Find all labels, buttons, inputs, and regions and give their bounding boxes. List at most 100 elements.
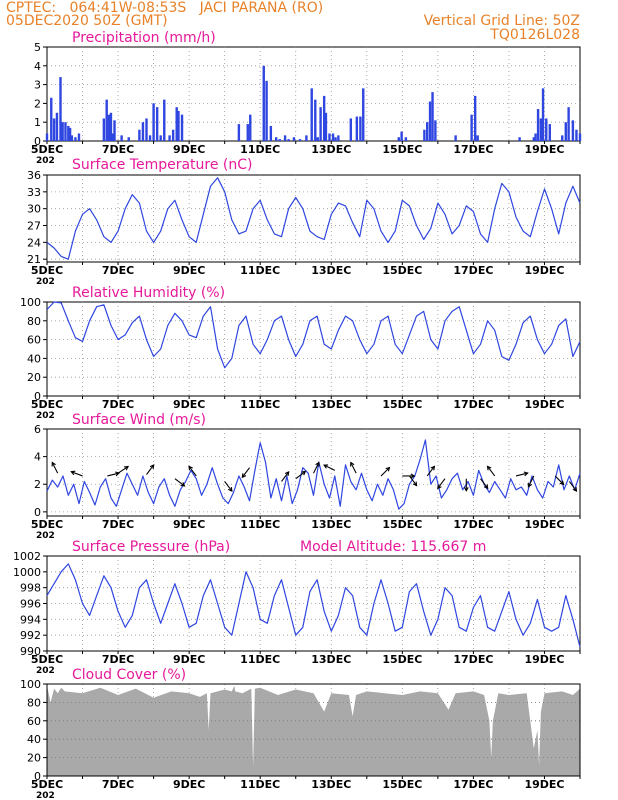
wind-arrow-head xyxy=(410,473,416,479)
wind-ytick-label: 0 xyxy=(34,506,41,519)
wind-xtick-label: 9DEC xyxy=(173,518,205,531)
precip-bar xyxy=(59,77,62,141)
wind-arrow-shaft xyxy=(188,466,197,477)
pres-ytick-label: 1000 xyxy=(13,566,41,579)
pres-title: Surface Pressure (hPa) xyxy=(72,539,230,555)
precip-bar xyxy=(426,122,429,141)
precip-bar xyxy=(111,133,114,141)
precip-bar xyxy=(359,116,362,141)
wind-frame xyxy=(46,428,581,517)
wind-arrow-head xyxy=(180,482,186,487)
temp-year-fragment: 202 xyxy=(36,277,55,287)
precip-bar xyxy=(454,135,457,141)
cloud-ytick-label: 0 xyxy=(34,770,41,783)
precip-bar xyxy=(476,135,479,141)
precip-bar xyxy=(310,88,313,141)
wind-arrow-shaft xyxy=(107,472,120,477)
pres-year-fragment: 202 xyxy=(36,666,55,676)
precip-bar xyxy=(349,118,353,141)
temp-title: Surface Temperature (nC) xyxy=(72,157,253,173)
precip-bar xyxy=(102,118,106,141)
cloud-xtick-label: 13DEC xyxy=(311,778,351,791)
precip-bar xyxy=(67,125,70,141)
precip-bar xyxy=(564,122,567,141)
wind-arrow-head xyxy=(559,480,565,486)
wind-xtick-label: 7DEC xyxy=(102,518,134,531)
wind-year-fragment: 202 xyxy=(36,531,55,541)
precip-ytick-label: 5 xyxy=(34,41,41,54)
wind-arrow-shaft xyxy=(71,471,83,477)
wind-arrow-shaft xyxy=(323,464,336,471)
precip-bar xyxy=(567,107,570,141)
pres-frame xyxy=(46,555,581,652)
wind-arrow-head xyxy=(149,464,155,469)
precip-bar xyxy=(109,112,113,141)
precip-bar xyxy=(64,122,67,141)
pres-xtick-label: 13DEC xyxy=(311,653,351,666)
wind-arrow-head xyxy=(241,473,247,479)
pres-ytick-label: 1002 xyxy=(13,550,41,563)
wind-arrow-head xyxy=(483,484,489,490)
wind-arrow-head xyxy=(463,486,469,492)
precip-bar xyxy=(331,133,335,141)
wind-arrow-head xyxy=(430,465,436,471)
precip-bar xyxy=(337,135,340,141)
header-model-id: TQ0126L028 xyxy=(490,27,580,43)
rh-xtick-label: 11DEC xyxy=(240,398,280,411)
precip-xtick-label: 17DEC xyxy=(453,143,493,156)
precip-bar xyxy=(68,127,72,141)
temp-ytick-label: 21 xyxy=(27,253,41,266)
precip-bar xyxy=(52,118,56,141)
precip-bar xyxy=(314,99,317,141)
precip-bar xyxy=(334,137,337,141)
wind-xtick-label: 17DEC xyxy=(453,518,493,531)
cloud-ytick-label: 80 xyxy=(27,696,41,709)
wind-arrow-head xyxy=(572,487,578,493)
precip-title: Precipitation (mm/h) xyxy=(72,30,216,46)
precip-xtick-label: 19DEC xyxy=(524,143,564,156)
wind-arrow-head xyxy=(527,482,533,488)
precip-bar xyxy=(152,103,155,141)
precip-bar xyxy=(571,120,575,141)
precip-xtick-label: 9DEC xyxy=(173,143,205,156)
precip-bar xyxy=(141,122,145,141)
precip-bar xyxy=(292,137,296,141)
wind-arrow-head xyxy=(301,470,307,476)
precip-bar xyxy=(431,92,434,141)
precip-bar xyxy=(265,80,268,141)
precip-bar xyxy=(168,135,171,141)
header-station: CPTEC: 064:41W-08:53S JACI PARANA (RO) xyxy=(6,0,324,16)
precip-bar xyxy=(70,135,74,141)
rh-ytick-label: 100 xyxy=(20,296,41,309)
rh-xtick-label: 15DEC xyxy=(382,398,422,411)
precip-bar xyxy=(246,124,249,141)
wind-arrow-shaft xyxy=(313,462,320,474)
temp-xtick-label: 7DEC xyxy=(102,264,134,277)
wind-arrow-shaft xyxy=(487,466,496,477)
precip-bar xyxy=(171,129,175,141)
precip-bar xyxy=(262,65,265,141)
precip-xtick-label: 11DEC xyxy=(240,143,280,156)
cloud-xtick-label: 7DEC xyxy=(102,778,134,791)
rh-xtick-label: 5DEC xyxy=(31,398,63,411)
precip-bar xyxy=(298,139,302,141)
temp-ytick-label: 36 xyxy=(27,169,41,182)
precip-bar xyxy=(532,137,536,141)
rh-xtick-label: 17DEC xyxy=(453,398,493,411)
precip-xtick-label: 5DEC xyxy=(31,143,63,156)
pres-xtick-label: 5DEC xyxy=(31,653,63,666)
temp-ytick-label: 33 xyxy=(27,186,41,199)
rh-ytick-label: 80 xyxy=(27,315,41,328)
temp-ytick-label: 24 xyxy=(27,236,41,249)
wind-arrow-shaft xyxy=(437,478,446,489)
wind-arrow-head xyxy=(385,466,391,472)
wind-arrow-shaft xyxy=(515,472,528,477)
precip-bar xyxy=(274,137,278,141)
wind-arrow-shaft xyxy=(281,471,290,482)
pres-ytick-label: 992 xyxy=(20,629,41,642)
precip-bar xyxy=(175,107,178,141)
wind-arrow-shaft xyxy=(295,471,306,480)
wind-xtick-label: 13DEC xyxy=(311,518,351,531)
precip-ytick-label: 2 xyxy=(34,97,41,110)
